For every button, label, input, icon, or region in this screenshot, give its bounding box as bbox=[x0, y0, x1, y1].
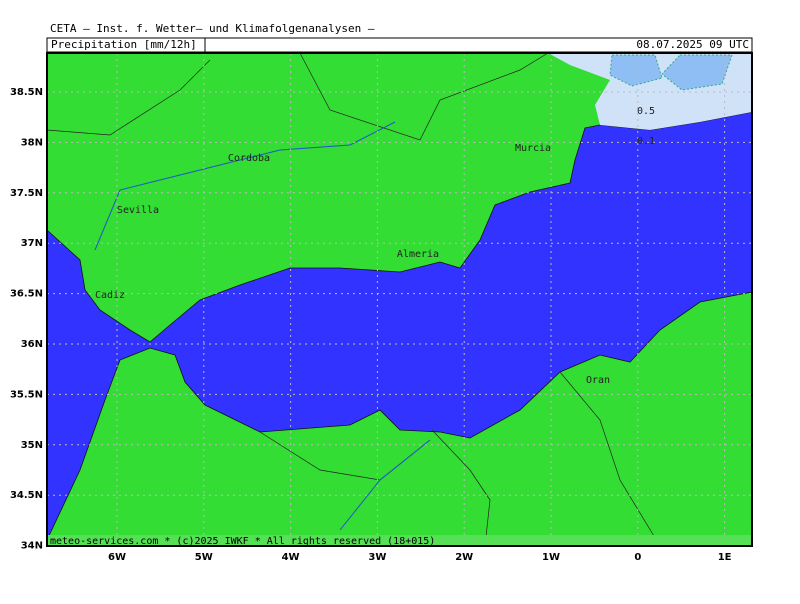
graticule bbox=[47, 53, 752, 546]
lat-label: 36.5N bbox=[10, 289, 43, 300]
footer-bar bbox=[47, 535, 752, 546]
lat-label: 35N bbox=[21, 440, 43, 451]
contour-label: 0.1 bbox=[637, 136, 655, 147]
lon-label: 4W bbox=[282, 552, 300, 563]
lon-label: 0 bbox=[634, 552, 641, 563]
lon-label: 2W bbox=[455, 552, 473, 563]
lat-label: 37.5N bbox=[10, 188, 43, 199]
city-label: Oran bbox=[586, 375, 610, 386]
lon-label: 5W bbox=[195, 552, 213, 563]
river bbox=[94, 121, 396, 251]
lat-label: 36N bbox=[21, 339, 43, 350]
lat-label: 35.5N bbox=[10, 389, 43, 400]
city-label: Murcia bbox=[515, 143, 551, 154]
border bbox=[299, 52, 549, 141]
border bbox=[431, 429, 491, 547]
precip-area-heavy bbox=[661, 54, 733, 91]
river bbox=[339, 439, 431, 531]
map-frame bbox=[46, 52, 753, 547]
lon-label: 1E bbox=[718, 552, 732, 563]
city-label: Almeria bbox=[397, 249, 439, 260]
city-label: Sevilla bbox=[117, 205, 159, 216]
lat-label: 34N bbox=[21, 541, 43, 552]
header-date: 08.07.2025 09 UTC bbox=[636, 38, 749, 51]
header-title: CETA — Inst. f. Wetter— und Klimafolgena… bbox=[50, 22, 375, 35]
border bbox=[46, 59, 211, 136]
lat-label: 37N bbox=[21, 238, 43, 249]
lat-label: 38.5N bbox=[10, 87, 43, 98]
lon-label: 3W bbox=[368, 552, 386, 563]
border bbox=[559, 371, 661, 547]
footer: meteo-services.com * (c)2025 IWKF * All … bbox=[50, 536, 435, 547]
lon-label: 1W bbox=[542, 552, 560, 563]
lat-label: 38N bbox=[21, 137, 43, 148]
precip-area-heavy bbox=[609, 54, 663, 87]
city-label: Cadiz bbox=[95, 290, 125, 301]
contour-label: 0.5 bbox=[637, 106, 655, 117]
lat-label: 34.5N bbox=[10, 490, 43, 501]
map-area: meteo-services.com * (c)2025 IWKF * All … bbox=[46, 52, 753, 547]
rivers bbox=[94, 121, 431, 531]
city-label: Cordoba bbox=[228, 153, 270, 164]
lon-label: 6W bbox=[108, 552, 126, 563]
header-subtitle: Precipitation [mm/12h] bbox=[51, 38, 197, 51]
